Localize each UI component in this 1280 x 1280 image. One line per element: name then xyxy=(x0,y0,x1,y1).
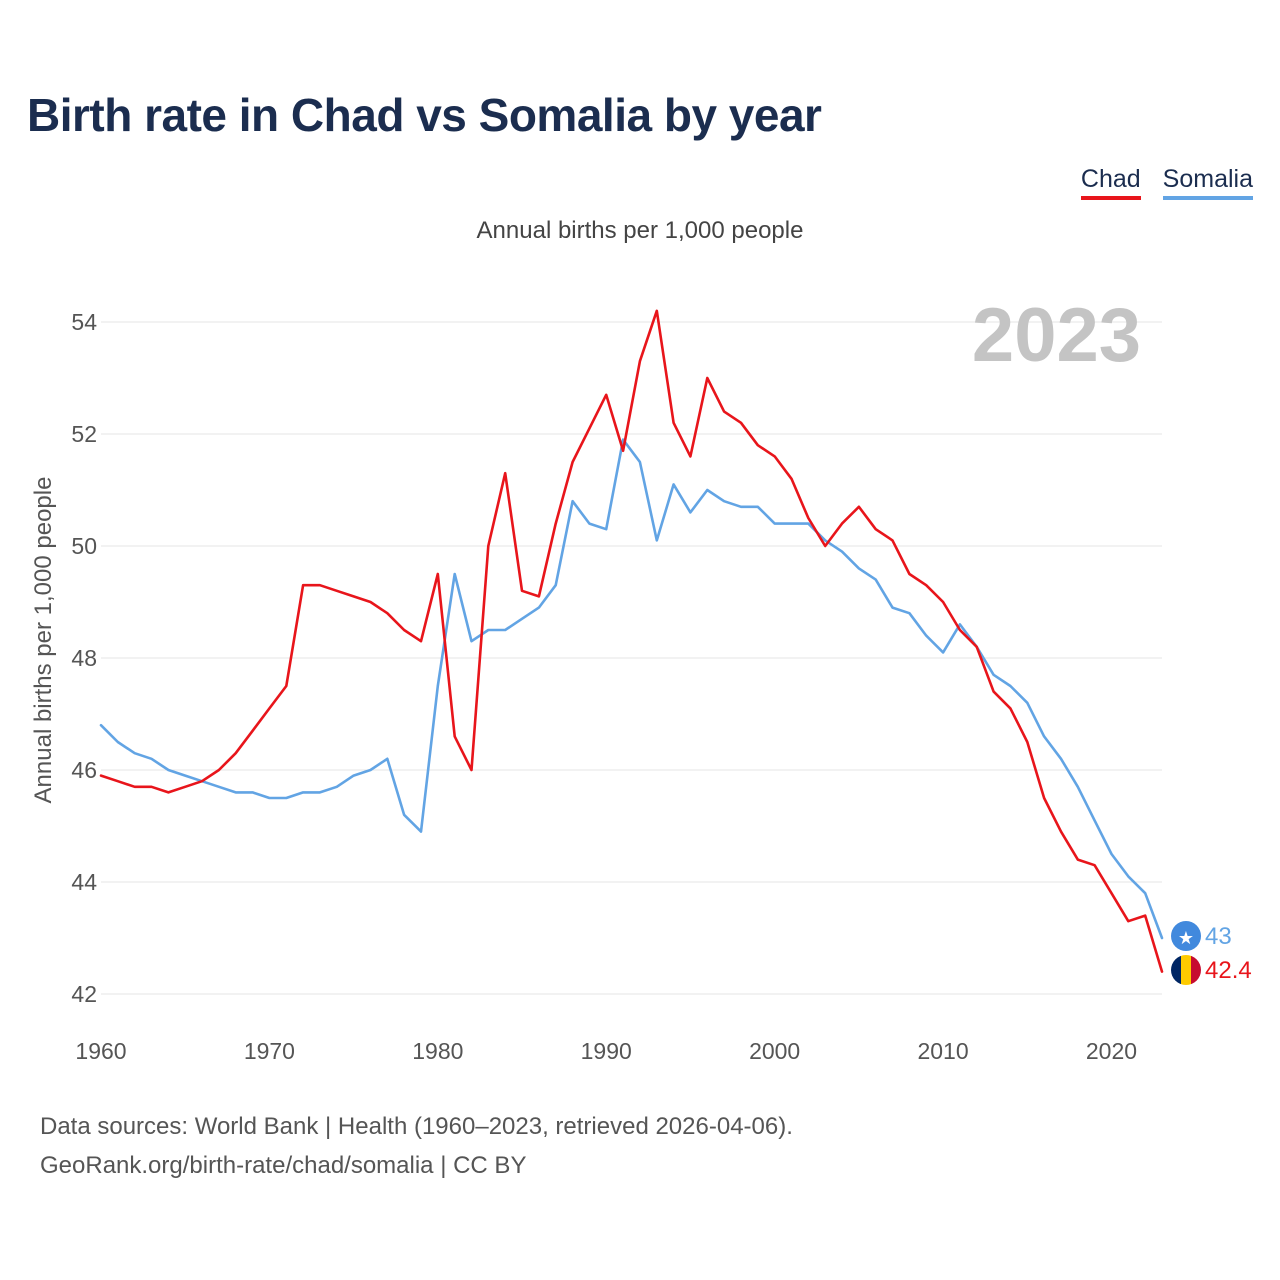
grid xyxy=(101,321,1162,995)
footer: Data sources: World Bank | Health (1960–… xyxy=(40,1107,793,1185)
x-tick-label: 1960 xyxy=(75,1038,126,1064)
somalia-end-label: 43 xyxy=(1205,923,1232,950)
y-tick-label: 48 xyxy=(71,645,97,671)
x-tick-label: 2010 xyxy=(917,1038,968,1064)
x-tick-label: 1970 xyxy=(244,1038,295,1064)
x-axis: 1960 1970 1980 1990 2000 2010 2020 xyxy=(75,1038,1137,1064)
y-tick-label: 44 xyxy=(71,869,97,895)
series-group xyxy=(99,309,1164,973)
series-line-somalia[interactable] xyxy=(99,438,1164,940)
legend-item-somalia[interactable]: Somalia xyxy=(1162,165,1253,200)
chart-subtitle: Annual births per 1,000 people xyxy=(476,217,804,244)
chad-flag-icon xyxy=(1171,955,1201,985)
chad-end-label: 42.4 xyxy=(1205,957,1252,984)
y-tick-label: 42 xyxy=(71,981,97,1007)
data-source-text: Data sources: World Bank | Health (1960–… xyxy=(40,1113,793,1140)
y-tick-label: 54 xyxy=(71,309,97,335)
svg-text:★: ★ xyxy=(1178,928,1194,949)
end-markers: ★ 43 42.4 xyxy=(1171,921,1252,985)
x-tick-label: 2000 xyxy=(749,1038,800,1064)
somalia-flag-icon: ★ xyxy=(1171,921,1201,951)
y-axis: 42 44 46 48 50 52 54 xyxy=(71,309,97,1007)
line-chart: 42 44 46 48 50 52 54 1960 1970 1980 1990 2000 2010 2… xyxy=(30,293,1252,1064)
chart-title: Birth rate in Chad vs Somalia by year xyxy=(27,89,822,141)
y-tick-label: 46 xyxy=(71,757,97,783)
source-link-text[interactable]: GeoRank.org/birth-rate/chad/somalia | CC… xyxy=(40,1152,527,1179)
y-axis-title: Annual births per 1,000 people xyxy=(30,477,57,804)
legend-item-chad[interactable]: Chad xyxy=(1080,165,1141,200)
series-line-chad[interactable] xyxy=(99,309,1164,973)
x-tick-label: 1980 xyxy=(412,1038,463,1064)
x-tick-label: 2020 xyxy=(1086,1038,1137,1064)
y-tick-label: 52 xyxy=(71,421,97,447)
year-label: 2023 xyxy=(972,293,1141,378)
x-tick-label: 1990 xyxy=(581,1038,632,1064)
legend: Chad Somalia xyxy=(1080,165,1253,200)
y-tick-label: 50 xyxy=(71,533,97,559)
